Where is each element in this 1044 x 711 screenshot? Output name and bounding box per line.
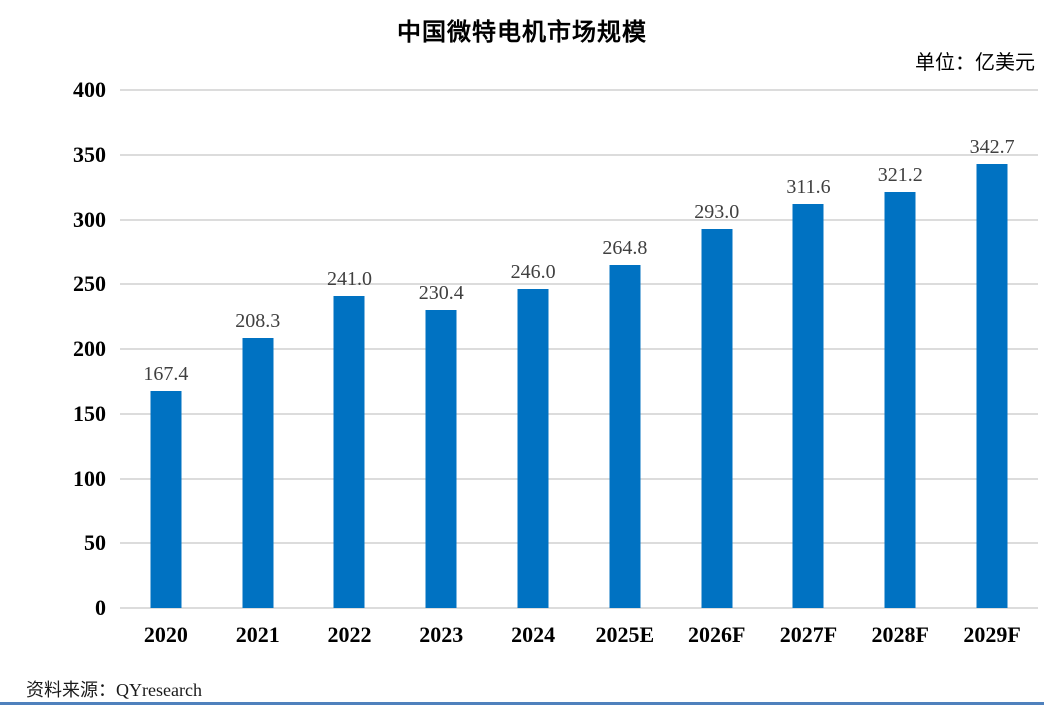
- bar-2020: [150, 391, 182, 608]
- gridline: [120, 477, 1038, 480]
- y-tick-label: 100: [73, 465, 106, 491]
- y-tick-label: 300: [73, 206, 106, 232]
- bar-group: 321.2: [854, 90, 946, 608]
- bar-group: 167.4: [120, 90, 212, 608]
- bar-group: 230.4: [395, 90, 487, 608]
- x-tick-label: 2026F: [687, 622, 746, 647]
- x-axis: 2020 2021 2022 2023 2024 2025E 2026F 2027F 2028F…: [120, 622, 1038, 648]
- bar-group: 264.8: [579, 90, 671, 608]
- bar-value-label: 167.4: [143, 363, 189, 386]
- y-tick-label: 400: [73, 77, 106, 102]
- y-tick-label: 200: [73, 336, 106, 361]
- bar-2026F: [701, 228, 733, 608]
- unit-label: 单位：亿美元: [915, 52, 1035, 74]
- gridline: [120, 542, 1038, 545]
- x-tick-label: 2024: [511, 622, 556, 647]
- bar-value-label: 293.0: [694, 200, 740, 223]
- bar-value-label: 246.0: [510, 261, 556, 284]
- bar-2023: [425, 309, 457, 608]
- y-tick-label: 50: [84, 530, 106, 556]
- gridline: [120, 607, 1038, 609]
- gridline: [120, 89, 1038, 91]
- gridline: [120, 283, 1038, 286]
- plot-area: 167.4 208.3 241.0 230.4 246.0 264.8 293.0 311.6…: [120, 89, 1038, 609]
- gridline: [120, 153, 1038, 156]
- y-tick-label: 150: [73, 400, 106, 426]
- gridline: [120, 218, 1038, 221]
- x-tick-label: 2023: [419, 622, 464, 647]
- bar-value-label: 208.3: [235, 310, 281, 333]
- bar-2029F: [976, 164, 1008, 608]
- y-tick-label: 250: [73, 271, 106, 297]
- bar-2025E: [609, 265, 641, 608]
- bar-group: 293.0: [671, 90, 763, 608]
- gridline: [120, 348, 1038, 350]
- gridline: [120, 412, 1038, 415]
- bar-2022: [333, 295, 365, 608]
- bar-value-label: 311.6: [786, 176, 831, 199]
- bar-2021: [242, 338, 274, 608]
- y-axis: 0 50 100 150 200 250 300 350 400: [0, 79, 106, 619]
- bar-value-label: 342.7: [969, 136, 1015, 159]
- bar-group: 342.7: [946, 90, 1038, 608]
- bottom-rule: [0, 702, 1044, 705]
- bar-value-label: 264.8: [602, 237, 648, 260]
- x-tick-label: 2027F: [779, 622, 838, 647]
- bar-2024: [517, 289, 549, 608]
- bar-group: 246.0: [487, 90, 579, 608]
- bar-group: 208.3: [212, 90, 304, 608]
- bar-value-label: 230.4: [418, 281, 464, 304]
- bar-2028F: [884, 192, 916, 608]
- x-tick-label: 2025E: [595, 622, 655, 647]
- x-tick-label: 2029F: [963, 622, 1021, 647]
- x-tick-label: 2022: [327, 622, 372, 647]
- chart-title: 中国微特电机市场规模: [397, 18, 647, 46]
- bar-value-label: 241.0: [326, 267, 372, 290]
- y-tick-label: 350: [73, 141, 106, 167]
- bar-group: 241.0: [304, 90, 396, 608]
- x-tick-label: 2020: [143, 622, 188, 647]
- bar-value-label: 321.2: [877, 164, 923, 187]
- bar-2027F: [792, 204, 824, 608]
- y-tick-label: 0: [95, 595, 106, 620]
- source-label: 资料来源：QYresearch: [26, 680, 202, 700]
- x-tick-label: 2028F: [871, 622, 929, 647]
- bar-group: 311.6: [763, 90, 855, 608]
- x-tick-label: 2021: [235, 622, 280, 647]
